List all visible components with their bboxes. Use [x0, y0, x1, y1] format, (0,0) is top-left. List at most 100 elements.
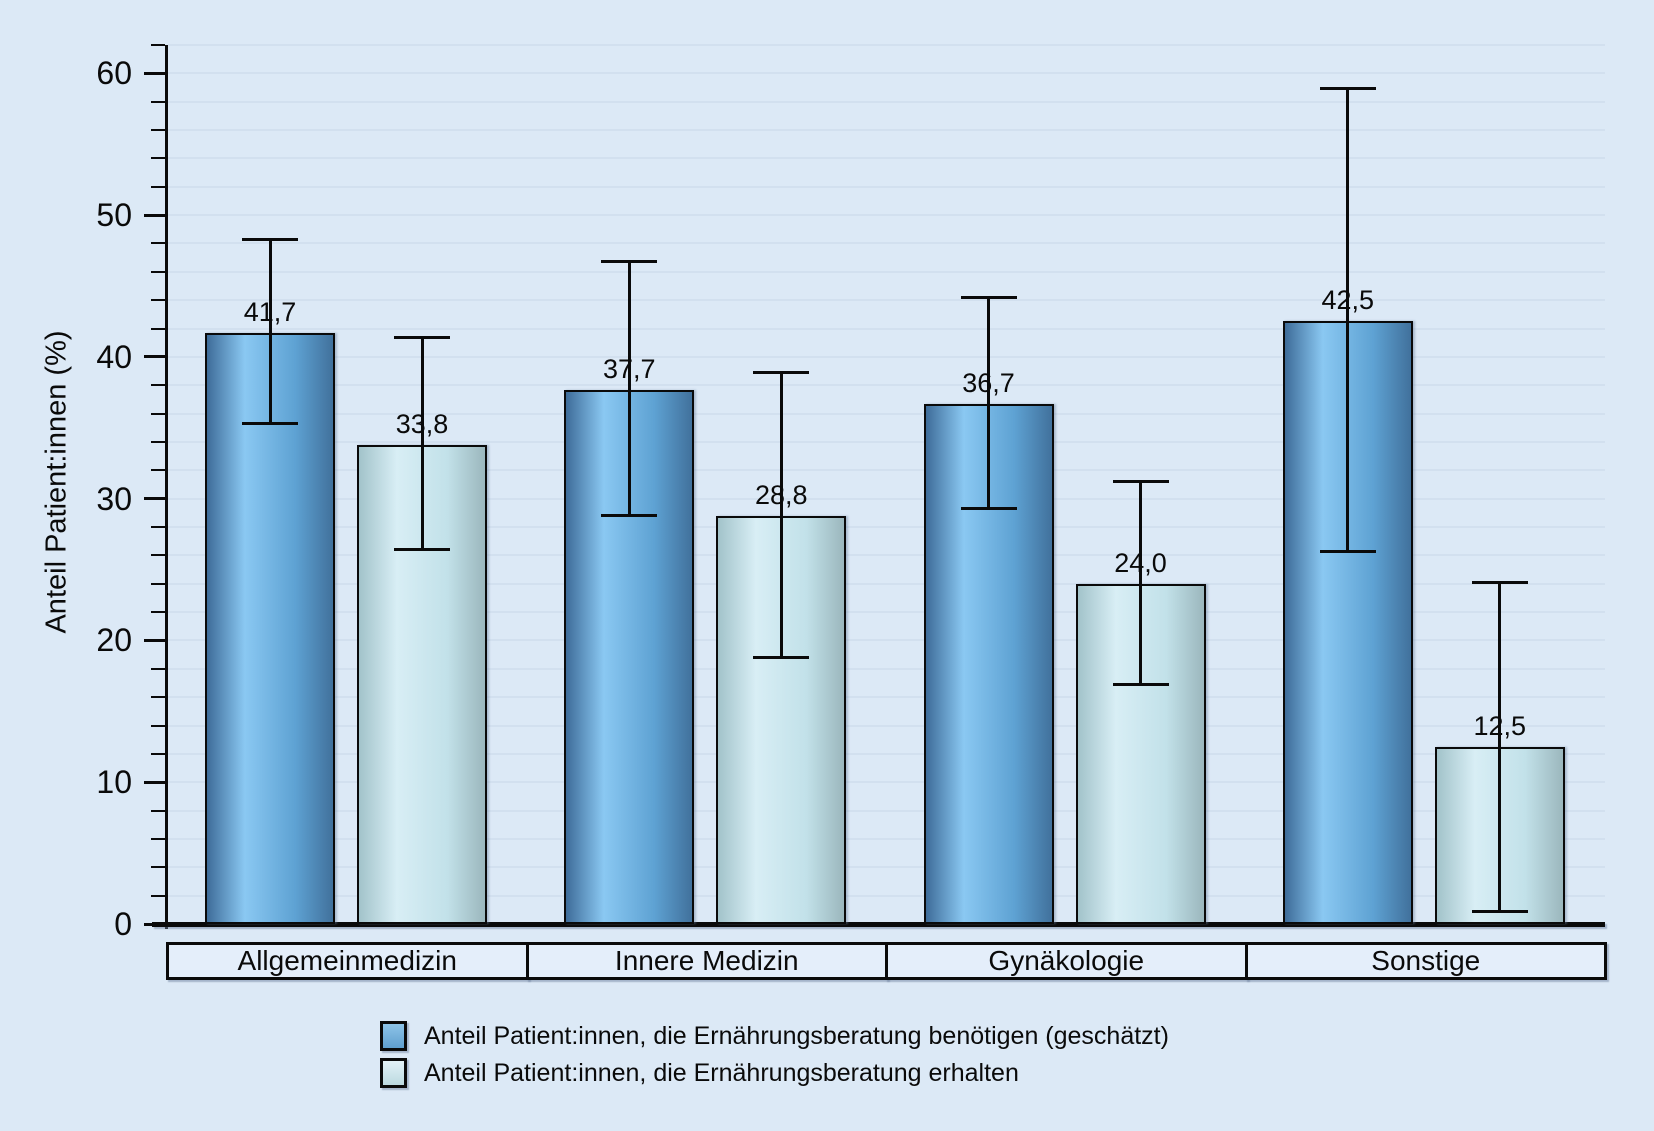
error-bar-cap-low — [753, 655, 810, 659]
error-bar-cap-low — [1319, 549, 1376, 553]
y-axis-minor-tick — [151, 185, 165, 188]
gridline — [168, 355, 1605, 358]
category-axis: Allgemeinmedizin Innere Medizin Gynäkologi… — [166, 942, 1607, 980]
y-axis-minor-tick — [151, 696, 165, 699]
gridline — [168, 837, 1605, 840]
y-axis-major-tick — [144, 355, 165, 359]
y-axis-minor-tick — [151, 270, 165, 273]
gridline — [168, 582, 1605, 585]
gridline — [168, 214, 1605, 217]
gridline — [168, 611, 1605, 614]
legend-label: Anteil Patient:innen, die Ernährungsbera… — [424, 1059, 1019, 1087]
error-bar-cap-low — [242, 422, 298, 426]
legend: Anteil Patient:innen, die Ernährungsbera… — [380, 1021, 1169, 1088]
gridline — [168, 526, 1605, 529]
y-axis-minor-tick — [151, 157, 165, 160]
gridline — [168, 44, 1605, 46]
category-label-box: Innere Medizin — [525, 942, 888, 980]
category-label-box: Sonstige — [1244, 942, 1607, 980]
bar-value-label: 12,5 — [1473, 710, 1527, 741]
y-axis-minor-tick — [151, 724, 165, 727]
gridline — [168, 667, 1605, 670]
y-tick-label: 40 — [96, 338, 132, 375]
y-axis-minor-tick — [151, 837, 165, 840]
gridline — [168, 242, 1605, 245]
error-bar-cap-high — [753, 370, 810, 374]
legend-item: Anteil Patient:innen, die Ernährungsbera… — [380, 1021, 1169, 1051]
y-axis-minor-tick — [151, 526, 165, 529]
y-axis-major-tick — [144, 213, 165, 217]
error-bar-cap-low — [1471, 909, 1528, 913]
y-tick-label: 30 — [96, 480, 132, 517]
bar-value-label: 36,7 — [962, 367, 1015, 398]
error-bar-cap-low — [394, 548, 450, 552]
legend-swatch-icon — [380, 1021, 407, 1051]
bar-value-label: 33,8 — [395, 408, 449, 439]
y-axis-major-tick — [144, 497, 165, 501]
gridline — [168, 781, 1605, 784]
y-axis-minor-tick — [151, 894, 165, 897]
y-axis-minor-tick — [151, 440, 165, 443]
error-bar-cap-low — [1112, 682, 1169, 686]
error-bar-cap-high — [1319, 87, 1376, 91]
gridline — [168, 724, 1605, 727]
gridline — [168, 809, 1605, 812]
gridline — [168, 157, 1605, 160]
y-axis-minor-tick — [151, 469, 165, 472]
gridline — [168, 497, 1605, 500]
gridline — [168, 894, 1605, 897]
category-label-box: Gynäkologie — [885, 942, 1248, 980]
gridline — [168, 185, 1605, 188]
y-tick-label: 0 — [114, 906, 132, 942]
y-tick-label: 50 — [96, 197, 132, 234]
legend-item: Anteil Patient:innen, die Ernährungsbera… — [380, 1058, 1169, 1088]
y-axis-major-tick — [144, 922, 165, 926]
error-bar-line — [1346, 88, 1350, 552]
gridline — [168, 412, 1605, 415]
gridline — [168, 866, 1605, 869]
y-axis-minor-tick — [151, 299, 165, 302]
gridline — [168, 469, 1605, 472]
y-tick-label: 20 — [96, 622, 132, 659]
plot-area: 0 10 20 30 40 50 60 41,7 33,8 37,7 28,8 36,7 24,0 42,… — [96, 44, 1605, 941]
gridline — [168, 327, 1605, 330]
y-axis-minor-tick — [151, 554, 165, 557]
y-axis-minor-tick — [151, 44, 165, 46]
bar-value-label: 42,5 — [1321, 285, 1375, 316]
error-bar-line — [268, 239, 272, 424]
y-axis-line — [165, 45, 168, 929]
gridline — [168, 752, 1605, 755]
error-bar-line — [779, 372, 783, 658]
legend-swatch-icon — [380, 1058, 407, 1088]
error-bar-cap-high — [1112, 480, 1169, 484]
gridline — [168, 696, 1605, 699]
gridline — [168, 639, 1605, 642]
error-bar-line — [1498, 582, 1502, 912]
bar-value-label: 41,7 — [243, 296, 297, 327]
error-bar-line — [1139, 481, 1142, 685]
gridline — [168, 270, 1605, 273]
y-axis-minor-tick — [151, 752, 165, 755]
y-axis-minor-tick — [151, 384, 165, 387]
bar-benoetigen — [205, 332, 335, 924]
error-bar-cap-high — [394, 335, 450, 339]
gridline — [168, 129, 1605, 132]
y-axis-minor-tick — [151, 412, 165, 415]
y-tick-label: 10 — [96, 764, 132, 801]
x-axis-line — [152, 922, 1605, 927]
y-axis-minor-tick — [151, 327, 165, 330]
error-bar-cap-high — [960, 295, 1017, 299]
bar-value-label: 37,7 — [602, 353, 656, 384]
y-axis-minor-tick — [151, 611, 165, 614]
gridline — [168, 554, 1605, 557]
error-bar-cap-high — [601, 260, 658, 264]
error-bar-cap-high — [1471, 580, 1528, 584]
error-bar-line — [420, 337, 424, 550]
error-bar-line — [627, 261, 631, 516]
error-bar-line — [987, 297, 990, 509]
y-axis-minor-tick — [151, 866, 165, 869]
gridline — [168, 72, 1605, 75]
y-axis-major-tick — [144, 71, 165, 75]
y-axis-major-tick — [144, 638, 165, 642]
